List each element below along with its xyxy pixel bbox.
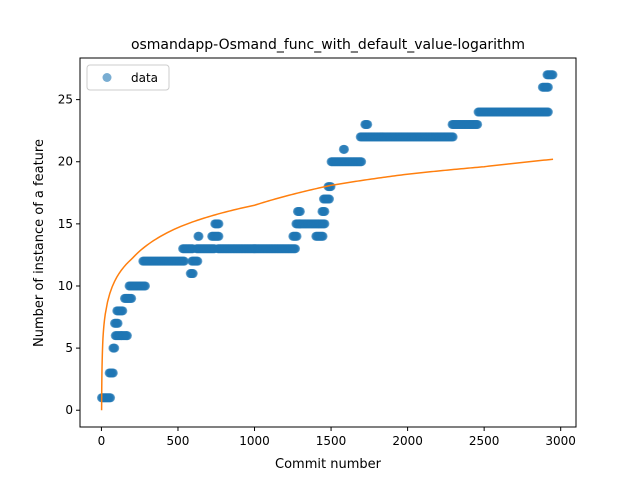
y-tick-label: 25 [58, 93, 73, 107]
x-axis-label: Commit number [275, 457, 382, 472]
y-tick-label: 5 [65, 341, 73, 355]
y-axis-label: Number of instance of a feature [32, 139, 47, 347]
data-point [318, 231, 328, 241]
data-point [292, 231, 302, 241]
legend-label-data: data [131, 71, 158, 85]
data-point [320, 219, 330, 229]
data-point [325, 194, 335, 204]
legend-box [86, 64, 170, 91]
legend: data [86, 64, 170, 91]
data-point [194, 231, 204, 241]
data-point [110, 343, 120, 353]
data-point [188, 269, 198, 279]
x-tick-label: 1500 [316, 434, 347, 448]
data-point [363, 119, 373, 129]
x-tick-label: 0 [98, 434, 106, 448]
data-point [295, 206, 305, 216]
data-point [291, 244, 301, 254]
data-point [118, 306, 128, 316]
data-point [214, 231, 224, 241]
data-point [473, 119, 483, 129]
data-point [543, 82, 553, 92]
x-tick-label: 2500 [469, 434, 500, 448]
data-point [214, 219, 224, 229]
data-point [127, 293, 137, 303]
x-axis: 0 500 1000 1500 2000 2500 3000 [98, 427, 576, 448]
plot-frame [79, 57, 577, 428]
data-point [448, 132, 458, 142]
y-tick-label: 0 [65, 403, 73, 417]
data-point [357, 157, 367, 167]
data-point [141, 281, 151, 291]
y-tick-label: 10 [58, 279, 73, 293]
data-point [543, 107, 553, 117]
data-point [122, 331, 132, 341]
data-point [113, 318, 123, 328]
y-tick-label: 15 [58, 217, 73, 231]
data-point [106, 393, 116, 403]
data-point [320, 206, 330, 216]
data-point [340, 144, 350, 154]
y-axis: 0 5 10 15 20 25 [58, 93, 80, 417]
data-point [108, 368, 118, 378]
fit-line [100, 158, 554, 411]
x-tick-label: 1000 [239, 434, 270, 448]
chart-title: osmandapp-Osmand_func_with_default_value… [131, 37, 525, 53]
legend-marker-data [102, 73, 112, 82]
y-tick-label: 20 [58, 155, 73, 169]
x-tick-label: 2000 [392, 434, 423, 448]
data-point [193, 256, 203, 266]
x-tick-label: 500 [167, 434, 190, 448]
plot-area [96, 70, 558, 411]
data-point [548, 70, 558, 80]
data-point [179, 256, 189, 266]
x-tick-label: 3000 [545, 434, 576, 448]
